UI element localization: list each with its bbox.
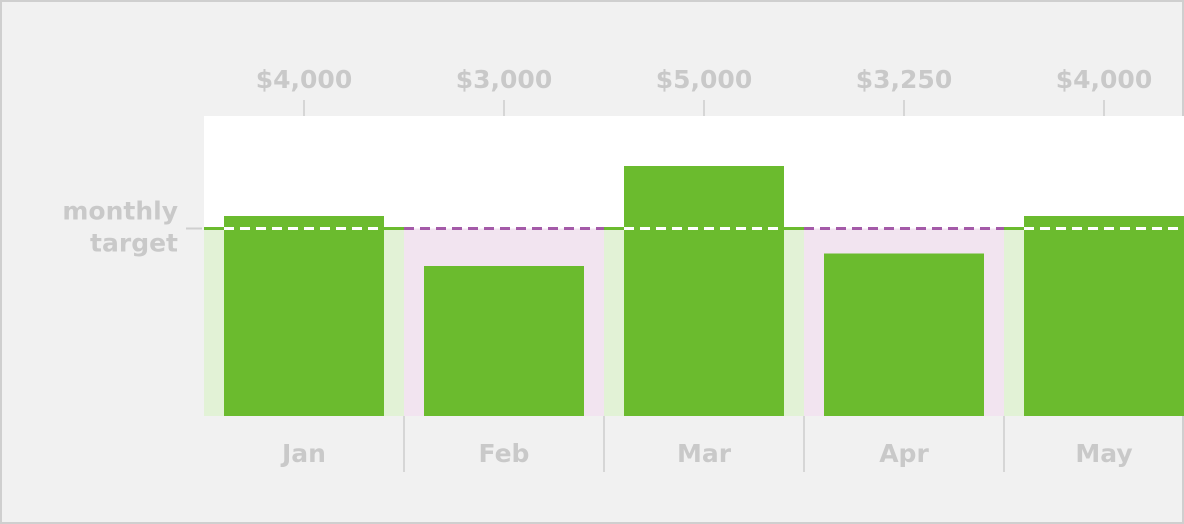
value-label: $3,000 xyxy=(456,65,552,94)
x-tick-label: Feb xyxy=(479,439,530,468)
bar xyxy=(1024,216,1184,416)
bar xyxy=(224,216,384,416)
value-label: $5,000 xyxy=(656,65,752,94)
value-label: $4,000 xyxy=(1056,65,1152,94)
value-label: $3,250 xyxy=(856,65,952,94)
x-tick-label: Jan xyxy=(280,439,326,468)
x-tick-label: Mar xyxy=(677,439,732,468)
target-label-line: monthly xyxy=(62,197,178,226)
x-tick-label: Apr xyxy=(879,439,929,468)
target-label-line: target xyxy=(90,229,178,258)
bar xyxy=(624,166,784,416)
target-label: monthly target xyxy=(62,197,178,258)
x-tick-label: May xyxy=(1075,439,1132,468)
bar xyxy=(824,253,984,416)
value-label: $4,000 xyxy=(256,65,352,94)
bar xyxy=(424,266,584,416)
